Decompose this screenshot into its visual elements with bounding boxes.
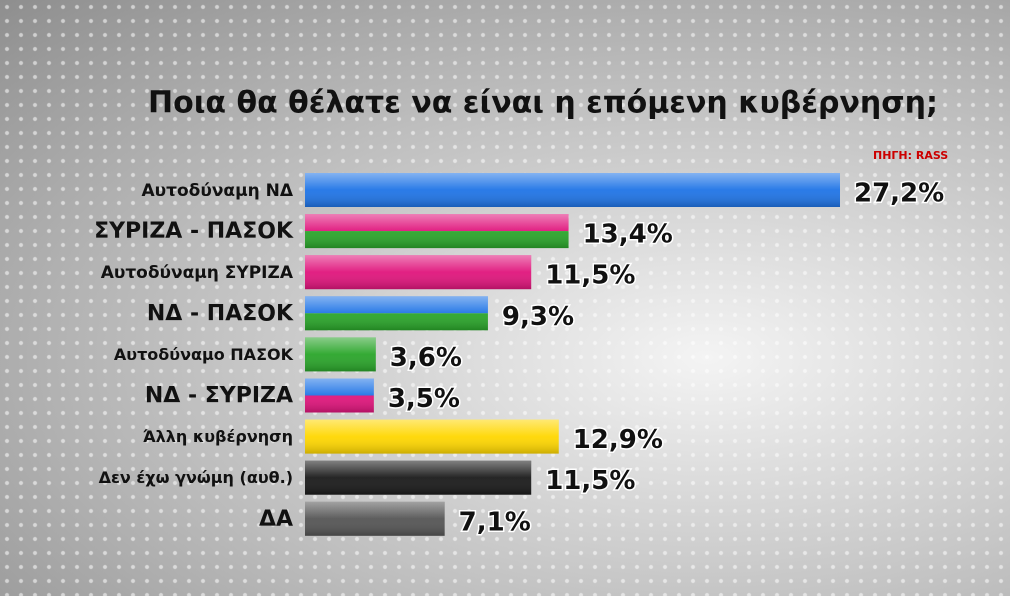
bar-gloss: [305, 296, 488, 331]
category-label: Αυτοδύναμη ΝΔ: [142, 181, 294, 201]
value-label: 3,5%: [388, 384, 460, 414]
category-label: ΝΔ - ΠΑΣΟΚ: [147, 301, 294, 326]
bar-gloss: [305, 419, 559, 454]
value-label: 11,5%: [545, 261, 635, 291]
value-label: 7,1%: [459, 507, 531, 537]
category-label: Δεν έχω γνώμη (αυθ.): [99, 468, 293, 487]
bar-gloss: [305, 255, 532, 290]
category-label: Άλλη κυβέρνηση: [143, 427, 293, 446]
value-label: 13,4%: [583, 220, 673, 250]
value-label: 11,5%: [545, 466, 635, 496]
source: ΠΗΓΗ: RASS: [873, 149, 948, 162]
bar-gloss: [305, 337, 376, 372]
category-label: ΔΑ: [259, 507, 293, 532]
bar-gloss: [305, 214, 569, 249]
value-label: 12,9%: [573, 425, 663, 455]
bar-gloss: [305, 378, 374, 413]
category-label: ΝΔ - ΣΥΡΙΖΑ: [145, 384, 293, 409]
value-label: 3,6%: [390, 343, 462, 373]
bar-gloss: [305, 460, 532, 495]
bar-gloss: [305, 501, 445, 536]
category-label: ΣΥΡΙΖΑ - ΠΑΣΟΚ: [94, 219, 294, 244]
category-label: Αυτοδύναμο ΠΑΣΟΚ: [114, 345, 294, 364]
value-label: 27,2%: [854, 179, 944, 209]
value-label: 9,3%: [502, 302, 574, 332]
category-label: Αυτοδύναμη ΣΥΡΙΖΑ: [101, 263, 294, 283]
chart-title: Ποια θα θέλατε να είναι η επόμενη κυβέρν…: [148, 86, 938, 121]
bar-gloss: [305, 173, 840, 207]
